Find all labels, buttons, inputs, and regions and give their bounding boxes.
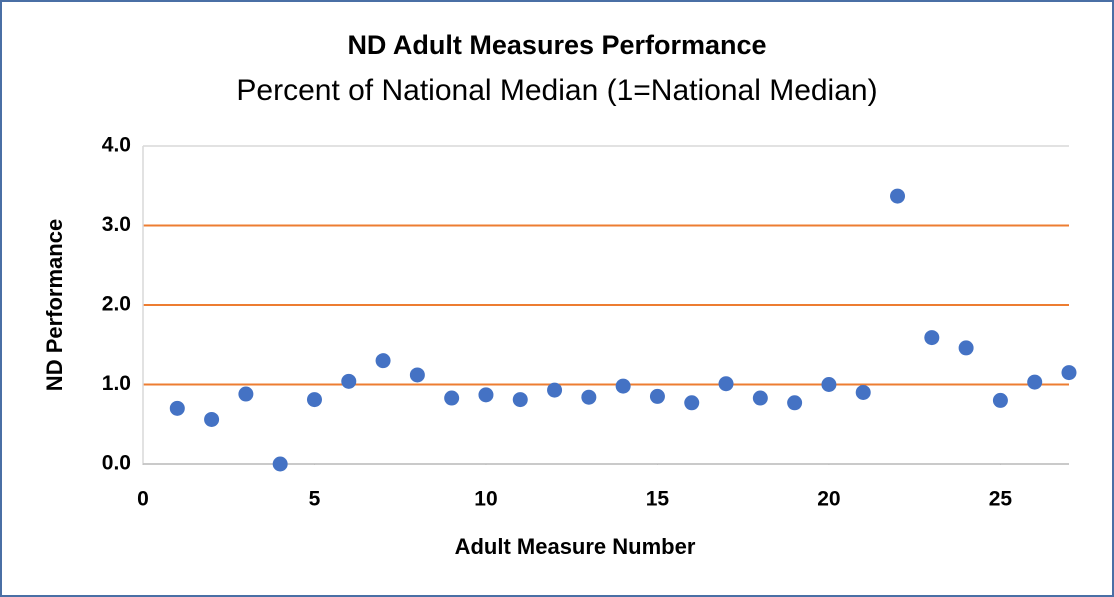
point [478, 387, 494, 403]
point [1027, 374, 1043, 390]
point [581, 389, 597, 405]
point [547, 382, 563, 398]
x-tick-label: 0 [137, 488, 149, 511]
x-tick-label: 20 [817, 488, 840, 511]
point [684, 395, 700, 411]
point [306, 392, 322, 408]
point [821, 377, 837, 392]
point [1061, 365, 1077, 381]
point [787, 395, 803, 411]
point [512, 392, 528, 408]
point [341, 373, 357, 389]
x-tick-label: 5 [309, 488, 321, 511]
y-tick-label: 3.0 [102, 213, 131, 236]
x-axis-label: Adult Measure Number [455, 534, 696, 559]
point [444, 390, 460, 406]
point [169, 400, 185, 416]
y-tick-label: 4.0 [102, 134, 131, 157]
point [272, 456, 288, 472]
point [718, 376, 734, 392]
x-tick-label: 10 [474, 488, 497, 511]
point [752, 390, 768, 406]
point [375, 353, 391, 369]
x-tick-label: 25 [989, 488, 1013, 511]
point [958, 340, 974, 356]
point [992, 392, 1008, 408]
y-tick-label: 0.0 [102, 452, 131, 475]
point [615, 378, 631, 394]
x-tick-label: 15 [646, 488, 670, 511]
point [924, 330, 940, 346]
point [855, 384, 871, 400]
y-tick-label: 1.0 [102, 372, 131, 395]
point [204, 411, 220, 427]
y-axis-label: ND Performance [42, 219, 67, 391]
chart-title: ND Adult Measures Performance [347, 30, 766, 60]
point [238, 386, 254, 402]
point [409, 367, 425, 383]
y-tick-label: 2.0 [102, 293, 131, 316]
chart-subtitle: Percent of National Median (1=National M… [236, 74, 877, 107]
point [649, 388, 665, 404]
point [890, 188, 906, 204]
